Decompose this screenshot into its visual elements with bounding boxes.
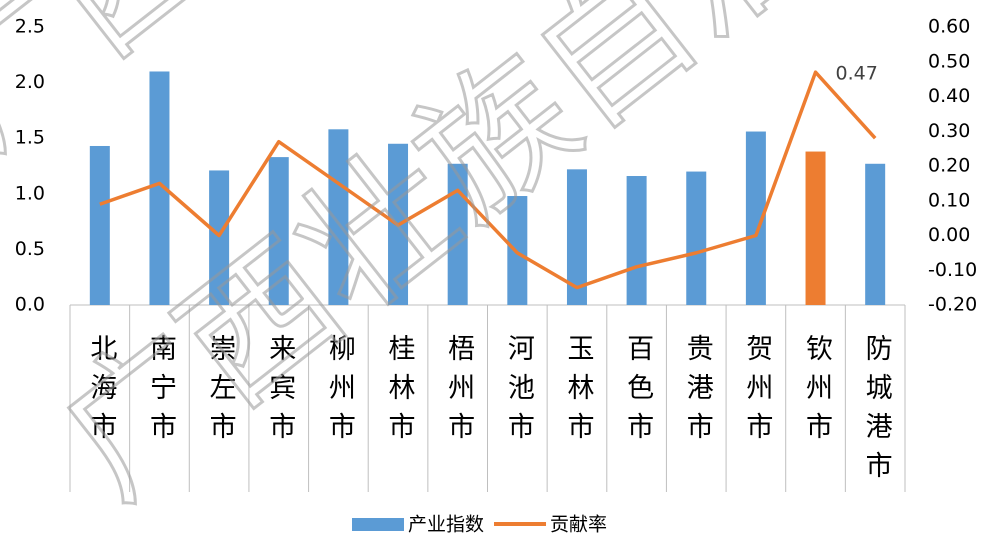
y2-tick-label: 0.30 [928,120,970,142]
x-tick-label: 崇左市 [205,334,237,451]
y2-tick-label: 0.50 [928,50,970,72]
x-tick-label: 南宁市 [145,334,176,451]
data-label: 0.47 [836,63,878,85]
legend-label: 产业指数 [408,514,484,536]
bar [447,163,468,305]
bar [626,176,647,305]
bar [686,171,707,305]
bar [149,71,170,305]
y-tick-label: 1.0 [15,182,45,204]
y2-tick-label: 0.60 [928,16,970,38]
y2-tick-label: -0.20 [928,294,977,316]
x-tick-label: 来宾市 [264,334,296,451]
y-tick-label: 2.5 [15,16,45,38]
x-tick-label: 柳州市 [324,334,356,451]
x-tick-label: 河池市 [503,334,535,451]
y-tick-label: 0.5 [15,238,45,260]
y2-tick-label: 0.40 [928,85,970,107]
y2-tick-label: -0.10 [928,259,977,281]
y-tick-label: 1.5 [15,127,45,149]
bar [268,157,289,305]
x-tick-label: 百色市 [622,334,653,451]
y2-tick-label: 0.20 [928,155,970,177]
bar [865,163,886,305]
x-tick-label: 梧州市 [443,334,475,451]
legend-label: 贡献率 [550,514,607,536]
x-tick-label: 北海市 [85,334,117,451]
x-tick-label: 钦州市 [801,334,833,451]
x-tick-label: 玉林市 [562,334,594,451]
y2-tick-label: 0.10 [928,189,970,211]
x-tick-label: 桂林市 [384,334,416,451]
bar [566,169,587,305]
line [99,70,877,290]
bar [805,151,826,305]
y2-tick-label: 0.00 [928,224,970,246]
x-tick-label: 防城港市 [861,334,893,490]
x-tick-label: 贺州市 [741,334,773,451]
bar [328,129,349,305]
x-tick-label: 贵港市 [682,334,714,451]
bar [745,131,766,305]
y-tick-label: 0.0 [15,294,45,316]
bar [209,170,230,305]
y-tick-label: 2.0 [15,71,45,93]
bar [89,145,110,305]
legend-swatch [352,518,404,531]
